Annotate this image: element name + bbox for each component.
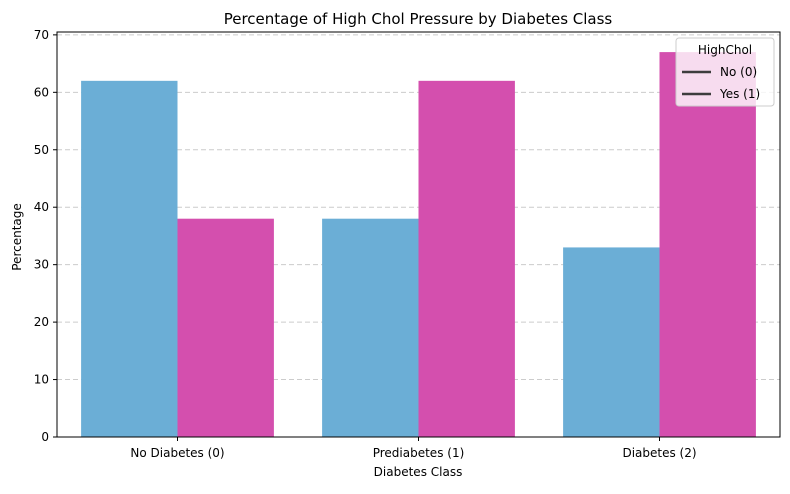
x-axis-label: Diabetes Class [374, 465, 463, 479]
y-tick-label: 0 [41, 430, 49, 444]
y-tick-label: 10 [34, 373, 49, 387]
bar-no-0 [81, 80, 178, 438]
x-tick-label: Diabetes (2) [622, 446, 696, 460]
y-axis-label: Percentage [10, 203, 24, 271]
bar-no-1 [322, 218, 419, 437]
chart-title: Percentage of High Chol Pressure by Diab… [224, 10, 613, 28]
y-tick-label: 60 [34, 85, 49, 99]
bar-yes-1 [418, 80, 515, 438]
y-axis-ticks: 0 10 20 30 40 50 60 70 [34, 28, 57, 444]
bar-yes-2 [659, 52, 756, 437]
y-tick-label: 50 [34, 143, 49, 157]
legend-title: HighChol [698, 43, 752, 57]
bar-no-2 [563, 247, 660, 437]
bar-yes-0 [177, 218, 274, 437]
legend: HighChol No (0) Yes (1) [675, 37, 775, 107]
legend-label-no: No (0) [720, 65, 757, 79]
x-axis-ticks: No Diabetes (0) Prediabetes (1) Diabetes (… [130, 437, 697, 460]
y-tick-label: 40 [34, 200, 49, 214]
legend-label-yes: Yes (1) [719, 87, 760, 101]
legend-box [675, 37, 775, 107]
x-tick-label: No Diabetes (0) [130, 446, 224, 460]
y-tick-label: 20 [34, 315, 49, 329]
bars [81, 52, 756, 438]
y-tick-label: 70 [34, 28, 49, 42]
x-tick-label: Prediabetes (1) [373, 446, 465, 460]
y-tick-label: 30 [34, 258, 49, 272]
